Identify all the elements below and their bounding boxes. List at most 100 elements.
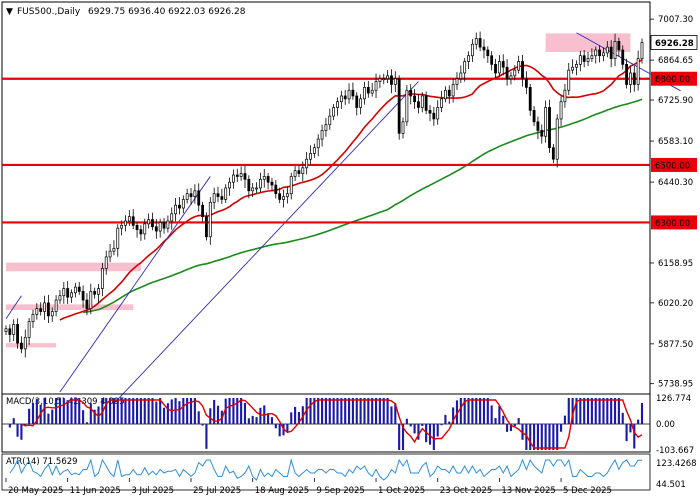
macd-histogram-bar bbox=[637, 419, 640, 424]
macd-tick-label: -103.667 bbox=[656, 446, 694, 456]
macd-histogram-bar bbox=[105, 398, 108, 424]
atr-tick-label: 44.501 bbox=[656, 480, 686, 490]
candle-body bbox=[100, 268, 104, 289]
macd-histogram-bar bbox=[448, 421, 451, 424]
candle bbox=[77, 281, 81, 295]
macd-histogram-bar bbox=[571, 398, 574, 424]
candle bbox=[567, 62, 571, 96]
macd-histogram-bar bbox=[120, 398, 123, 424]
macd-histogram-bar bbox=[159, 398, 162, 424]
candle bbox=[382, 73, 386, 85]
candle-body bbox=[374, 81, 378, 91]
candle-body bbox=[432, 112, 436, 120]
macd-histogram-bar bbox=[355, 398, 358, 424]
candle bbox=[413, 89, 416, 109]
candle bbox=[112, 240, 116, 256]
candle bbox=[208, 197, 212, 245]
time-tick-label: 25 Jul 2025 bbox=[193, 486, 241, 496]
candle-body bbox=[355, 95, 359, 108]
candle bbox=[285, 185, 289, 204]
candle bbox=[104, 250, 108, 275]
macd-histogram-bar bbox=[20, 424, 23, 440]
macd-histogram-bar bbox=[486, 398, 489, 424]
candle bbox=[463, 58, 467, 82]
candle bbox=[625, 58, 628, 89]
candle bbox=[363, 81, 366, 105]
time-tick-label: 5 Dec 2025 bbox=[563, 486, 612, 496]
candle bbox=[4, 325, 8, 336]
candle-body bbox=[559, 101, 563, 120]
macd-histogram-bar bbox=[143, 398, 146, 424]
candle-body bbox=[258, 178, 262, 189]
candle bbox=[309, 145, 312, 165]
candle-body bbox=[243, 173, 247, 180]
candle-body bbox=[459, 72, 463, 80]
candle-body bbox=[120, 224, 124, 229]
candle-body bbox=[586, 58, 590, 62]
candle-body bbox=[20, 342, 23, 350]
candle-body bbox=[409, 89, 413, 97]
candle bbox=[517, 55, 521, 74]
candle-body bbox=[490, 55, 494, 65]
candle-body bbox=[505, 66, 509, 80]
candle-body bbox=[575, 64, 578, 68]
candle bbox=[54, 295, 58, 317]
macd-histogram-bar bbox=[151, 398, 154, 424]
macd-histogram-bar bbox=[109, 398, 112, 424]
macd-histogram-bar bbox=[55, 398, 58, 424]
candle bbox=[440, 90, 443, 113]
macd-histogram-bar bbox=[93, 409, 96, 424]
candle-body bbox=[270, 181, 274, 186]
candle bbox=[501, 54, 505, 76]
candle bbox=[393, 71, 397, 92]
candle bbox=[43, 295, 46, 320]
macd-tick-label: 0.00 bbox=[656, 420, 675, 430]
candle bbox=[524, 71, 528, 94]
candle bbox=[486, 46, 490, 63]
macd-histogram-bar bbox=[594, 398, 597, 424]
candle bbox=[521, 54, 524, 87]
macd-histogram-bar bbox=[409, 424, 412, 427]
candle-body bbox=[139, 229, 143, 235]
candle bbox=[540, 124, 544, 144]
candle bbox=[147, 213, 151, 229]
candle-body bbox=[517, 61, 521, 71]
candle bbox=[598, 45, 602, 63]
macd-histogram-bar bbox=[455, 400, 459, 424]
macd-histogram-bar bbox=[432, 424, 435, 450]
macd-histogram-bar bbox=[247, 418, 250, 424]
candle-body bbox=[551, 147, 555, 160]
candle bbox=[247, 175, 251, 199]
candle bbox=[494, 58, 497, 78]
candle bbox=[189, 187, 193, 205]
candle bbox=[151, 212, 154, 231]
macd-histogram-bar bbox=[313, 398, 316, 424]
candle-body bbox=[255, 187, 258, 190]
macd-histogram-bar bbox=[548, 424, 551, 450]
macd-panel bbox=[1, 393, 651, 453]
trendline bbox=[59, 176, 211, 393]
candle bbox=[174, 198, 178, 222]
candle-body bbox=[16, 324, 19, 344]
price-tick-label: 5877.50 bbox=[658, 340, 693, 350]
candle-body bbox=[35, 308, 39, 315]
macd-histogram-bar bbox=[201, 424, 204, 426]
candle bbox=[455, 72, 459, 90]
candle-body bbox=[463, 61, 467, 74]
candle-body bbox=[609, 46, 613, 59]
time-tick-label: 9 Sep 2025 bbox=[316, 486, 364, 496]
candle-body bbox=[582, 55, 586, 62]
candle bbox=[27, 317, 31, 345]
candle-body bbox=[513, 69, 517, 77]
candle bbox=[417, 93, 420, 114]
candle bbox=[232, 169, 235, 189]
macd-histogram-bar bbox=[371, 398, 374, 424]
trendline bbox=[5, 295, 22, 319]
candle bbox=[339, 90, 343, 109]
price-tick-label: 7007.30 bbox=[658, 15, 693, 25]
time-tick-label: 1 Oct 2025 bbox=[378, 486, 425, 496]
macd-histogram-bar bbox=[559, 424, 563, 432]
macd-histogram-bar bbox=[182, 398, 185, 424]
candle bbox=[355, 92, 359, 116]
candle-body bbox=[632, 72, 636, 85]
